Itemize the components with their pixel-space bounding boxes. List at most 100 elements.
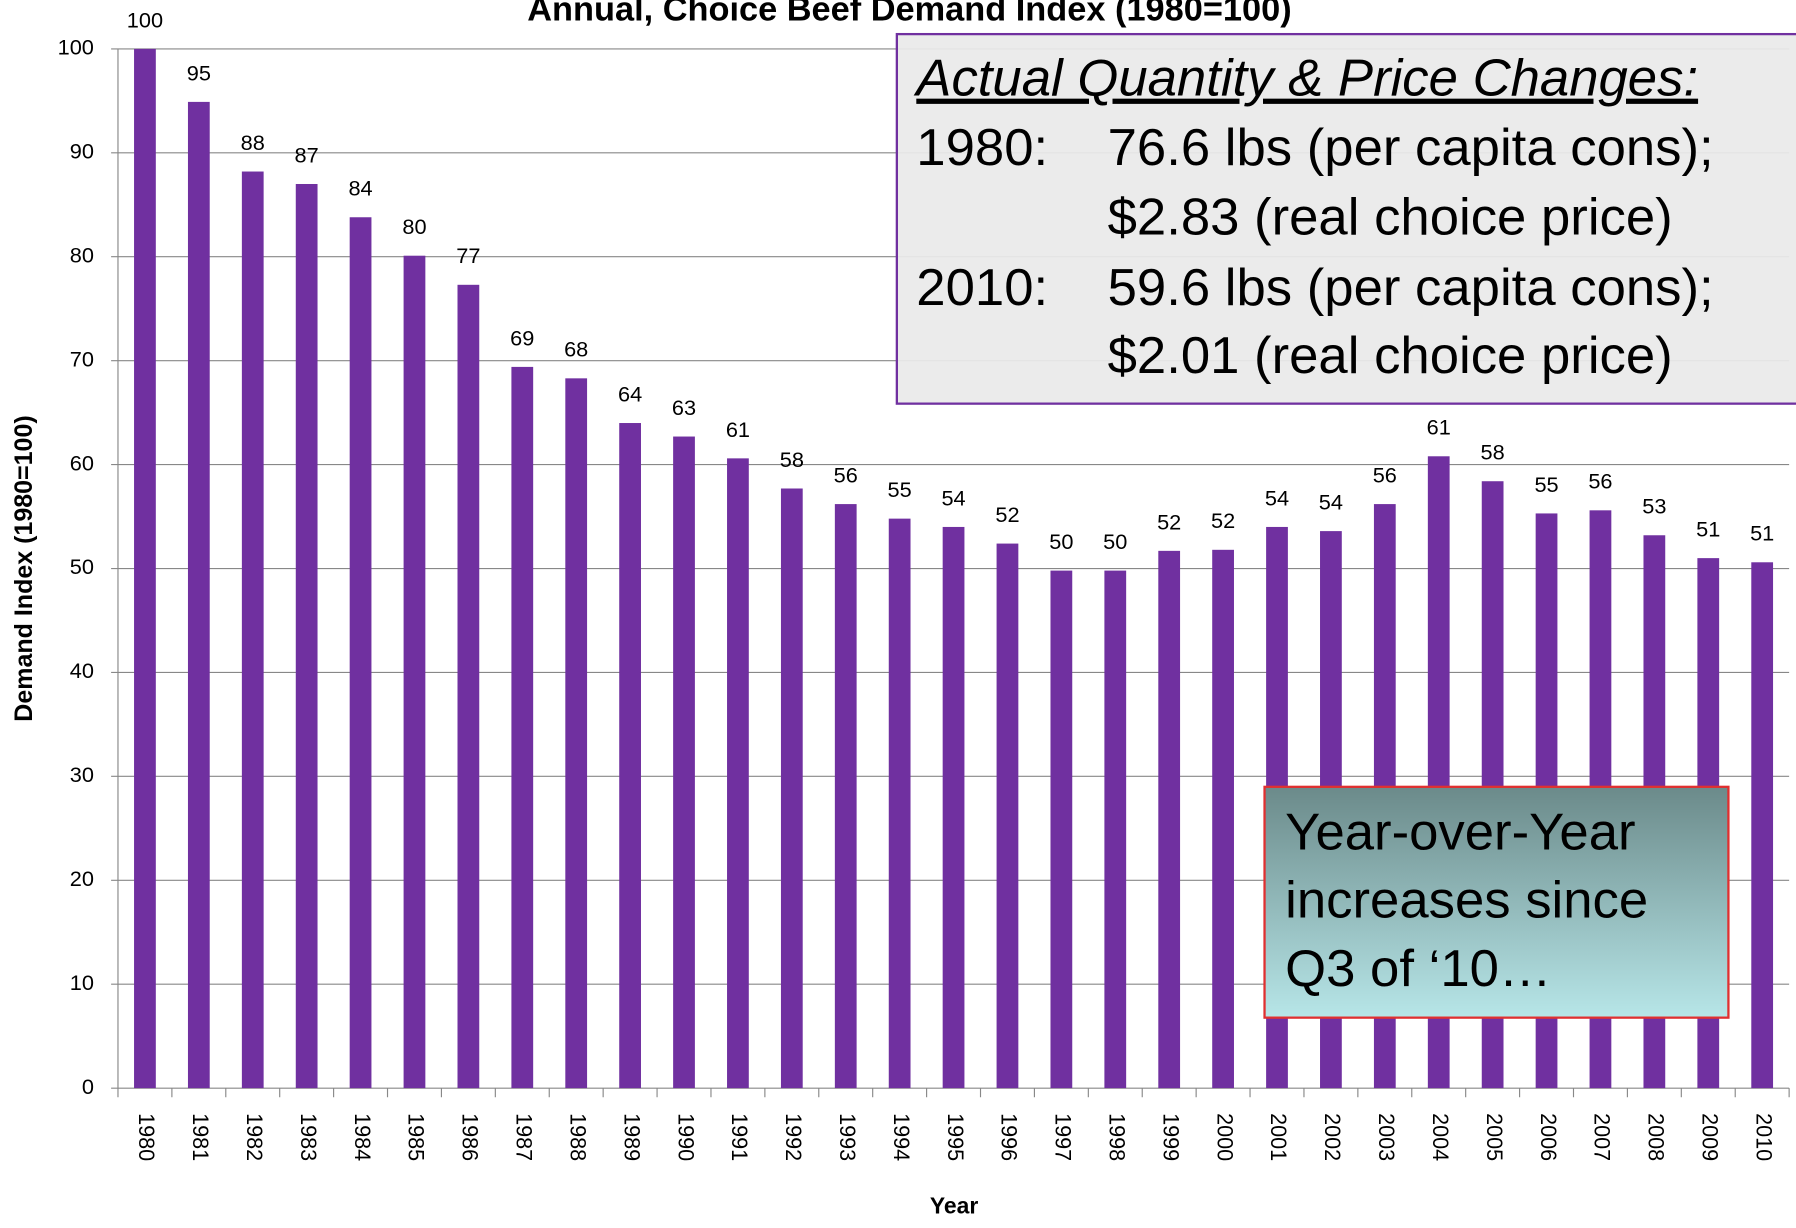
data-label: 56 [1373,463,1397,488]
x-axis-label: Year [930,1193,979,1219]
callout-box [1263,785,1730,1019]
data-label: 55 [888,477,912,502]
bar [1158,550,1181,1089]
y-tick-label: 20 [70,866,94,891]
y-tick-label: 80 [70,243,94,268]
data-label: 52 [1211,508,1235,533]
y-tick-label: 0 [82,1074,94,1099]
data-label: 56 [834,463,858,488]
x-tick-label: 1995 [943,1113,968,1161]
data-label: 50 [1103,529,1127,554]
data-label: 58 [780,447,804,472]
bar [295,183,318,1089]
x-tick-label: 2010 [1751,1113,1776,1161]
x-tick-label: 1996 [997,1113,1022,1161]
bar [403,255,426,1089]
bar [996,543,1019,1089]
bar [780,488,803,1089]
x-tick-label: 1981 [188,1113,213,1161]
bar [942,526,965,1089]
info-line: $2.83 (real choice price) [1108,188,1673,247]
x-tick-label: 1997 [1051,1113,1076,1161]
data-label: 55 [1534,472,1558,497]
x-tick-label: 2001 [1266,1113,1291,1161]
bar [134,48,156,1089]
x-tick-label: 2008 [1644,1113,1669,1161]
y-tick-label: 100 [58,35,94,60]
info-line: 76.6 lbs (per capita cons); [1108,118,1714,177]
annotations: Actual Quantity & Price Changes: 1980: 7… [895,32,1796,1019]
x-tick-label: 1980 [134,1113,159,1161]
bar [1751,562,1774,1089]
data-label: 61 [726,417,750,442]
bar [241,171,264,1089]
x-tick-label: 1994 [889,1113,914,1161]
bar [457,284,480,1089]
y-tick-label: 90 [70,139,94,164]
x-tick-label: 1986 [458,1113,483,1161]
data-label: 50 [1049,529,1073,554]
info-line: 59.6 lbs (per capita cons); [1108,258,1714,317]
x-tick-label: 2002 [1320,1113,1345,1161]
data-label: 51 [1696,517,1720,542]
bar [349,217,372,1089]
data-label: 87 [295,142,319,167]
plot: 0 10 20 30 40 50 60 70 80 90 100 1980 100 1981 95 1982 8… [58,7,1790,1161]
bar [1050,570,1073,1089]
y-tick-label: 50 [70,554,94,579]
info-year: 1980: [916,118,1048,177]
info-heading: Actual Quantity & Price Changes: [913,49,1698,108]
bar [727,458,749,1089]
data-label: 100 [127,7,163,32]
data-label: 80 [402,214,426,239]
data-label: 95 [187,60,211,85]
info-line: $2.01 (real choice price) [1108,326,1673,385]
data-label: 54 [1319,490,1343,515]
data-label: 68 [564,337,588,362]
data-label: 52 [995,502,1019,527]
x-tick-label: 1985 [404,1113,429,1161]
x-tick-label: 1990 [673,1113,698,1161]
y-tick-label: 70 [70,346,94,371]
data-label: 53 [1642,494,1666,519]
data-label: 61 [1427,415,1451,440]
x-tick-label: 1999 [1158,1113,1183,1161]
data-label: 56 [1588,469,1612,494]
bar [673,436,695,1089]
bar [834,504,857,1089]
x-tick-label: 1983 [296,1113,321,1161]
x-tick-label: 2004 [1428,1113,1453,1161]
x-tick-label: 1984 [350,1113,375,1161]
bar [187,101,210,1089]
y-tick-label: 30 [70,762,94,787]
x-tick-label: 1987 [512,1113,537,1161]
callout-line: increases since [1285,871,1648,930]
x-tick-label: 1991 [727,1113,752,1161]
data-label: 52 [1157,509,1181,534]
y-tick-label: 60 [70,450,94,475]
data-label: 64 [618,382,642,407]
y-tick-label: 40 [70,658,94,683]
data-label: 54 [1265,485,1289,510]
x-tick-label: 2009 [1697,1113,1722,1161]
bar [511,366,534,1089]
y-tick-label: 10 [70,970,94,995]
data-label: 54 [941,485,965,510]
x-tick-label: 2000 [1212,1113,1237,1161]
y-axis-label: Demand Index (1980=100) [10,415,38,721]
data-label: 77 [456,243,480,268]
x-tick-label: 1989 [619,1113,644,1161]
data-label: 84 [348,176,372,201]
bar [619,423,641,1089]
bar [565,378,588,1089]
bar [1104,570,1127,1089]
info-box [895,32,1796,405]
info-year: 2010: [916,258,1048,317]
x-tick-label: 1993 [835,1113,860,1161]
x-tick-label: 2005 [1482,1113,1507,1161]
x-tick-label: 2003 [1374,1113,1399,1161]
bar [888,518,911,1089]
x-tick-label: 1982 [242,1113,267,1161]
